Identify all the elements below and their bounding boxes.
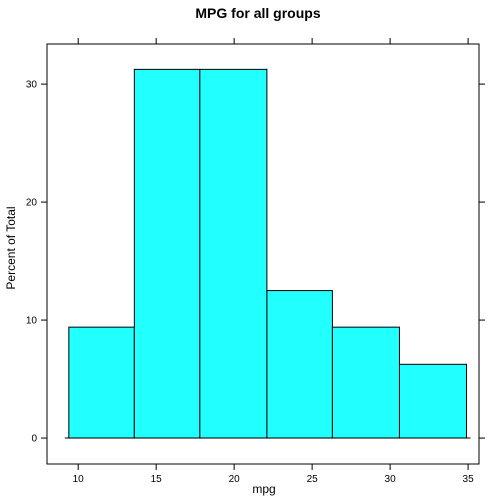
histogram-bar-4 [266,290,333,439]
x-tick-label-4: 25 [307,474,319,485]
histogram-bar-5 [331,326,400,439]
histogram-bar-6 [398,363,468,439]
x-tick-label-2: 15 [151,474,163,485]
y-tick-label-2: 10 [26,316,38,327]
chart-title: MPG for all groups [195,5,320,21]
x-axis-label: mpg [252,482,275,496]
y-tick-label-3: 20 [26,198,38,209]
histogram-bar-3 [199,68,268,439]
bars [68,68,468,439]
y-tick-label-1: 0 [31,434,37,445]
histogram-bar-2 [133,68,201,439]
x-tick-label-1: 10 [73,474,85,485]
x-tick-label-5: 30 [385,474,397,485]
plot-panel [46,43,480,465]
histogram-bar-1 [68,326,135,439]
y-axis: 0 10 20 30 [26,80,485,445]
y-axis-label: Percent of Total [4,206,18,289]
x-tick-label-6: 35 [463,474,475,485]
x-axis: 10 15 20 25 30 35 [73,38,474,485]
x-tick-label-3: 20 [229,474,241,485]
y-tick-label-4: 30 [26,80,38,91]
